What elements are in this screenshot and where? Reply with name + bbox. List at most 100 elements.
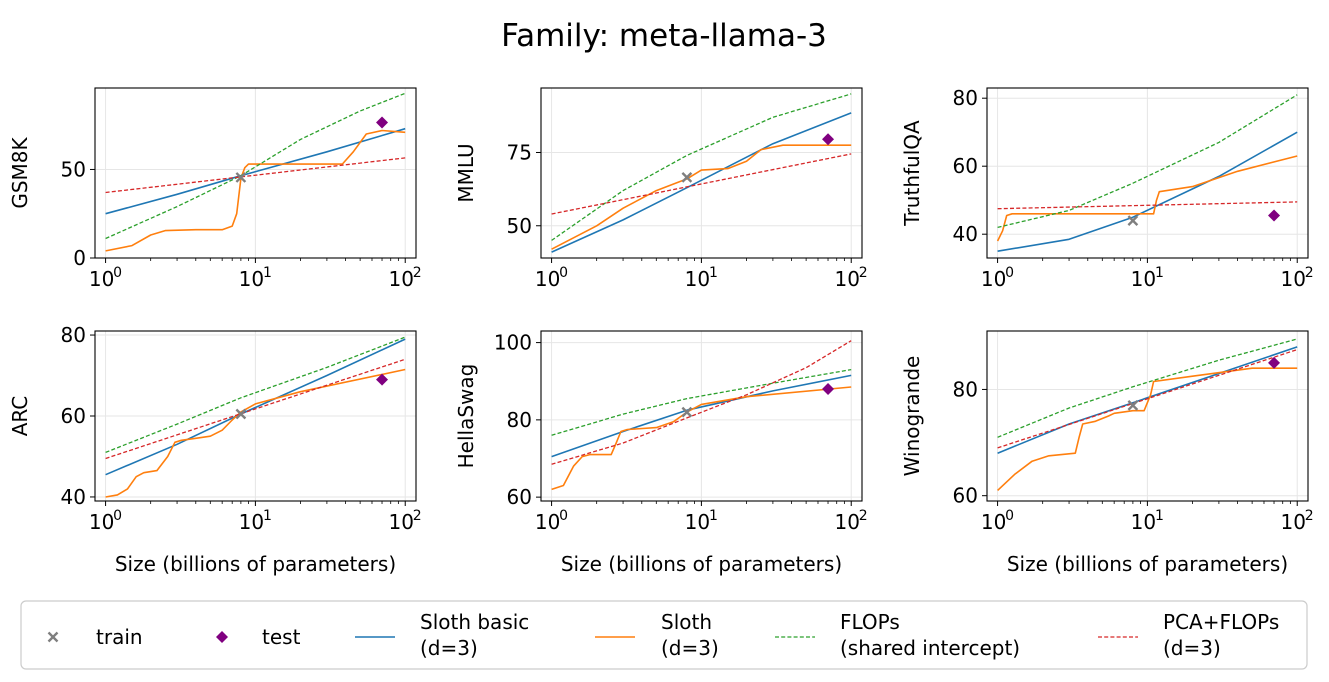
x-tick-exponent: 0 <box>1005 265 1014 281</box>
legend-frame <box>20 600 1308 670</box>
legend-label: (d=3) <box>420 636 478 660</box>
series-line-pca-flops <box>997 201 1298 210</box>
x-tick-label: 10 <box>1131 510 1156 534</box>
y-tick-label: 60 <box>61 404 86 428</box>
x-tick-exponent: 0 <box>559 265 568 281</box>
x-tick-exponent: 2 <box>413 508 422 524</box>
y-tick-label: 60 <box>507 485 532 509</box>
legend-label: FLOPs <box>840 610 900 634</box>
train-point <box>681 406 693 418</box>
series-line-flops <box>997 94 1298 229</box>
x-axis-label: Size (billions of parameters) <box>1007 552 1288 576</box>
x-tick-label: 10 <box>1281 510 1306 534</box>
y-tick-label: 40 <box>61 485 86 509</box>
x-tick-exponent: 0 <box>113 508 122 524</box>
y-tick-label: 60 <box>953 484 978 508</box>
x-tick-label: 10 <box>981 510 1006 534</box>
train-point <box>235 408 247 420</box>
x-tick-exponent: 1 <box>1155 265 1164 281</box>
x-tick-exponent: 2 <box>859 265 868 281</box>
series-lines <box>551 340 852 491</box>
series-line-sloth <box>551 386 852 491</box>
y-tick-label: 80 <box>953 86 978 110</box>
y-tick-label: 50 <box>507 214 532 238</box>
y-axis-label: GSM8K <box>8 136 32 208</box>
series-line-sloth-basic <box>997 131 1298 252</box>
x-tick-label: 10 <box>389 510 414 534</box>
x-tick-label: 10 <box>981 267 1006 291</box>
test-point <box>376 116 389 129</box>
train-point <box>1127 215 1139 226</box>
series-line-pca-flops <box>551 153 852 215</box>
y-tick-label: 75 <box>507 140 532 164</box>
legend-label: (d=3) <box>661 636 719 660</box>
x-tick-exponent: 0 <box>1005 508 1014 524</box>
series-line-sloth-basic <box>551 112 852 253</box>
legend-label: train <box>96 625 143 649</box>
legend-item-train: train <box>47 625 143 649</box>
test-point <box>1268 356 1281 369</box>
y-tick-label: 50 <box>61 157 86 181</box>
figure-title: Family: meta-llama-3 <box>501 18 827 54</box>
legend-item-flops: FLOPs(shared intercept) <box>775 610 1020 660</box>
train-point <box>681 172 693 183</box>
x-axis-label: Size (billions of parameters) <box>561 552 842 576</box>
x-tick-label: 10 <box>239 267 264 291</box>
y-axis-label: ARC <box>8 396 32 437</box>
x-tick-exponent: 1 <box>1155 508 1164 524</box>
x-tick-label: 10 <box>239 510 264 534</box>
test-point <box>822 382 835 395</box>
x-tick-exponent: 1 <box>709 508 718 524</box>
y-tick-label: 80 <box>507 408 532 432</box>
x-tick-label: 10 <box>89 510 114 534</box>
test-point <box>1268 209 1281 222</box>
train-point <box>1127 400 1139 411</box>
series-lines <box>551 93 852 253</box>
x-tick-exponent: 1 <box>263 265 272 281</box>
y-tick-label: 0 <box>73 246 86 270</box>
y-tick-label: 100 <box>494 331 532 355</box>
train-marker-stroke <box>681 172 693 183</box>
x-tick-exponent: 2 <box>1305 508 1314 524</box>
test-point <box>822 133 835 146</box>
x-tick-exponent: 2 <box>413 265 422 281</box>
legend-train-marker <box>47 631 59 643</box>
x-tick-exponent: 0 <box>559 508 568 524</box>
series-line-sloth <box>105 129 406 252</box>
x-tick-label: 10 <box>835 267 860 291</box>
y-tick-label: 80 <box>953 377 978 401</box>
series-line-pca-flops <box>105 157 406 194</box>
x-tick-label: 10 <box>835 510 860 534</box>
series-line-sloth <box>551 144 852 250</box>
legend-label: test <box>262 625 301 649</box>
train-point <box>235 172 247 183</box>
y-tick-label: 80 <box>61 323 86 347</box>
x-tick-exponent: 2 <box>859 508 868 524</box>
legend-item-pca-flops: PCA+FLOPs(d=3) <box>1098 610 1279 660</box>
train-marker-stroke <box>235 408 247 420</box>
x-tick-label: 10 <box>685 510 710 534</box>
series-line-flops <box>997 338 1298 438</box>
series-line-flops <box>105 92 406 240</box>
x-tick-exponent: 0 <box>113 265 122 281</box>
series-line-sloth-basic <box>551 374 852 458</box>
legend-label: (shared intercept) <box>840 636 1020 660</box>
series-lines <box>105 92 406 252</box>
y-tick-label: 60 <box>953 154 978 178</box>
train-marker-stroke <box>1127 215 1139 226</box>
y-tick-label: 40 <box>953 222 978 246</box>
x-axis-label: Size (billions of parameters) <box>115 552 396 576</box>
x-tick-label: 10 <box>685 267 710 291</box>
test-point <box>376 373 389 386</box>
series-line-pca-flops <box>105 358 406 460</box>
x-tick-label: 10 <box>535 267 560 291</box>
legend-test-marker <box>216 631 228 643</box>
